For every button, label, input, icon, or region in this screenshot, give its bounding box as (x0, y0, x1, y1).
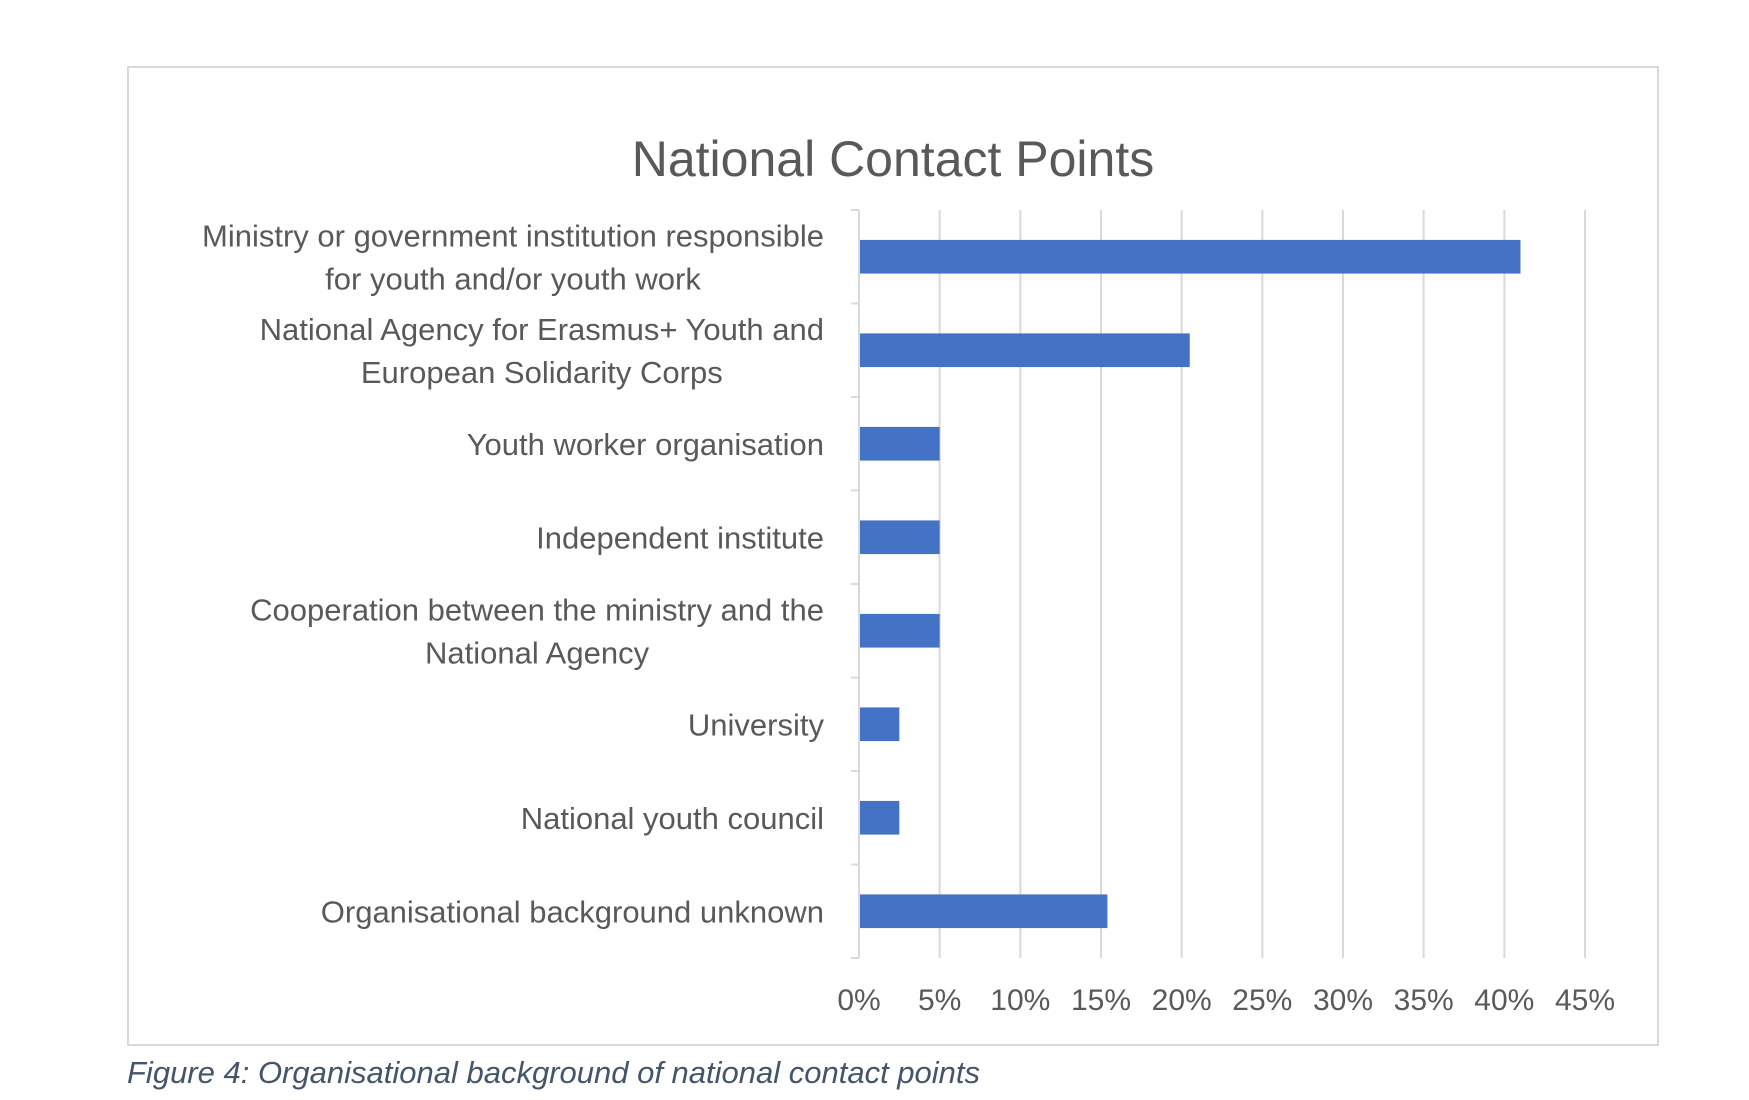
chart-frame: National Contact Points (127, 66, 1659, 1046)
category-label-line: Cooperation between the ministry and the (250, 592, 824, 627)
bar (860, 800, 900, 835)
x-tick-label: 15% (1071, 984, 1131, 1017)
x-tick-label: 25% (1232, 984, 1292, 1017)
category-label-line: for youth and/or youth work (325, 261, 701, 296)
category-label: Independent institute (536, 520, 824, 555)
category-label-line: National youth council (521, 801, 824, 836)
x-tick-label: 30% (1313, 984, 1373, 1017)
category-label: Organisational background unknown (321, 894, 824, 929)
category-label: Ministry or government institution respo… (202, 218, 824, 296)
category-label-line: National Agency (425, 635, 650, 670)
category-labels: Ministry or government institution respo… (202, 218, 824, 929)
bar (860, 707, 900, 742)
category-label-line: Ministry or government institution respo… (202, 218, 824, 253)
category-label: National Agency for Erasmus+ Youth and Eu… (260, 312, 824, 390)
gridlines (851, 209, 1586, 959)
category-label-line: Independent institute (536, 520, 824, 555)
bar (860, 426, 940, 461)
x-tick-label: 5% (918, 984, 961, 1017)
category-label: Cooperation between the ministry and the… (250, 592, 824, 670)
bar (860, 894, 1108, 929)
bar (860, 239, 1521, 274)
figure-caption: Figure 4: Organisational background of n… (127, 1055, 981, 1090)
x-tick-label: 45% (1555, 984, 1615, 1017)
x-tick-label: 40% (1474, 984, 1534, 1017)
bars (860, 239, 1521, 929)
category-label-line: European Solidarity Corps (361, 355, 723, 390)
category-label: University (688, 707, 825, 742)
x-tick-label: 10% (990, 984, 1050, 1017)
x-tick-labels: 0% 5% 10% 15% 20% 25% 30% 35% 40% 45% (837, 984, 1615, 1017)
category-label-line: Organisational background unknown (321, 894, 824, 929)
category-label-line: Youth worker organisation (467, 427, 824, 462)
bar (860, 613, 940, 648)
chart-title: National Contact Points (631, 131, 1155, 187)
category-label-line: University (688, 707, 825, 742)
x-tick-label: 0% (837, 984, 880, 1017)
bar (860, 520, 940, 555)
category-label: Youth worker organisation (467, 427, 824, 462)
x-tick-label: 35% (1394, 984, 1454, 1017)
bar (860, 333, 1190, 368)
category-label: National youth council (521, 801, 824, 836)
x-tick-label: 20% (1152, 984, 1212, 1017)
category-label-line: National Agency for Erasmus+ Youth and (260, 312, 824, 347)
